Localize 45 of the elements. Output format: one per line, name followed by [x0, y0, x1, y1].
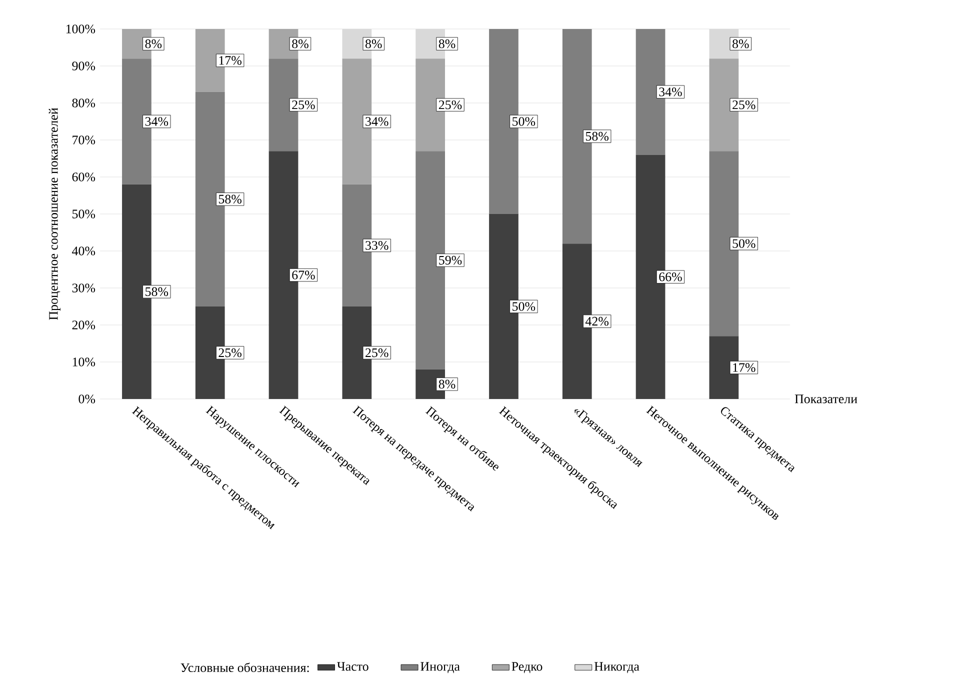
data-label: 50%	[732, 239, 756, 248]
data-label: 34%	[659, 87, 682, 96]
data-label: 8%	[438, 380, 456, 389]
y-tick-label: 70%	[72, 136, 96, 144]
data-label: 58%	[146, 287, 168, 296]
legend-label: Никогда	[594, 662, 640, 674]
y-tick-label: 0%	[78, 394, 96, 404]
data-label: 25%	[218, 348, 242, 358]
data-label: 25%	[366, 348, 388, 358]
data-label: 50%	[512, 117, 536, 126]
data-label: 59%	[439, 256, 462, 265]
y-tick-label: 10%	[72, 358, 96, 366]
data-label: 17%	[219, 56, 242, 65]
data-label: 58%	[218, 194, 242, 204]
data-label: 8%	[145, 39, 162, 48]
y-tick-label: 40%	[72, 246, 96, 256]
y-tick-label: 80%	[72, 98, 96, 108]
data-label: 17%	[733, 363, 756, 372]
legend-label: Редко	[512, 662, 542, 674]
y-tick-label: 50%	[72, 210, 96, 218]
legend-title: Условные обозначения:	[180, 662, 309, 672]
data-label: 8%	[292, 39, 308, 48]
y-tick-label: 60%	[72, 172, 96, 182]
y-axis-title: Процентное соотношение показателей	[48, 108, 60, 320]
data-label: 25%	[732, 100, 756, 110]
data-label: 8%	[438, 39, 456, 48]
y-tick-label: 30%	[72, 284, 96, 292]
y-tick-label: 90%	[72, 62, 96, 70]
legend-label: Часто	[337, 662, 368, 671]
data-label: 66%	[659, 272, 682, 282]
data-label: 50%	[512, 302, 536, 311]
y-tick-label: 100%	[66, 24, 96, 34]
data-label: 58%	[586, 132, 608, 141]
data-label: 34%	[145, 117, 168, 126]
data-label: 25%	[292, 100, 315, 110]
data-label: 42%	[585, 316, 608, 326]
data-label: 8%	[732, 39, 749, 48]
data-label: 8%	[365, 39, 382, 48]
x-axis-title: Показатели	[794, 394, 858, 404]
y-tick-label: 20%	[72, 320, 96, 330]
data-label: 25%	[438, 100, 462, 110]
data-label: 67%	[292, 270, 315, 280]
legend-label: Иногда	[420, 662, 460, 674]
data-label: 33%	[366, 241, 388, 250]
data-label: 34%	[366, 117, 388, 126]
